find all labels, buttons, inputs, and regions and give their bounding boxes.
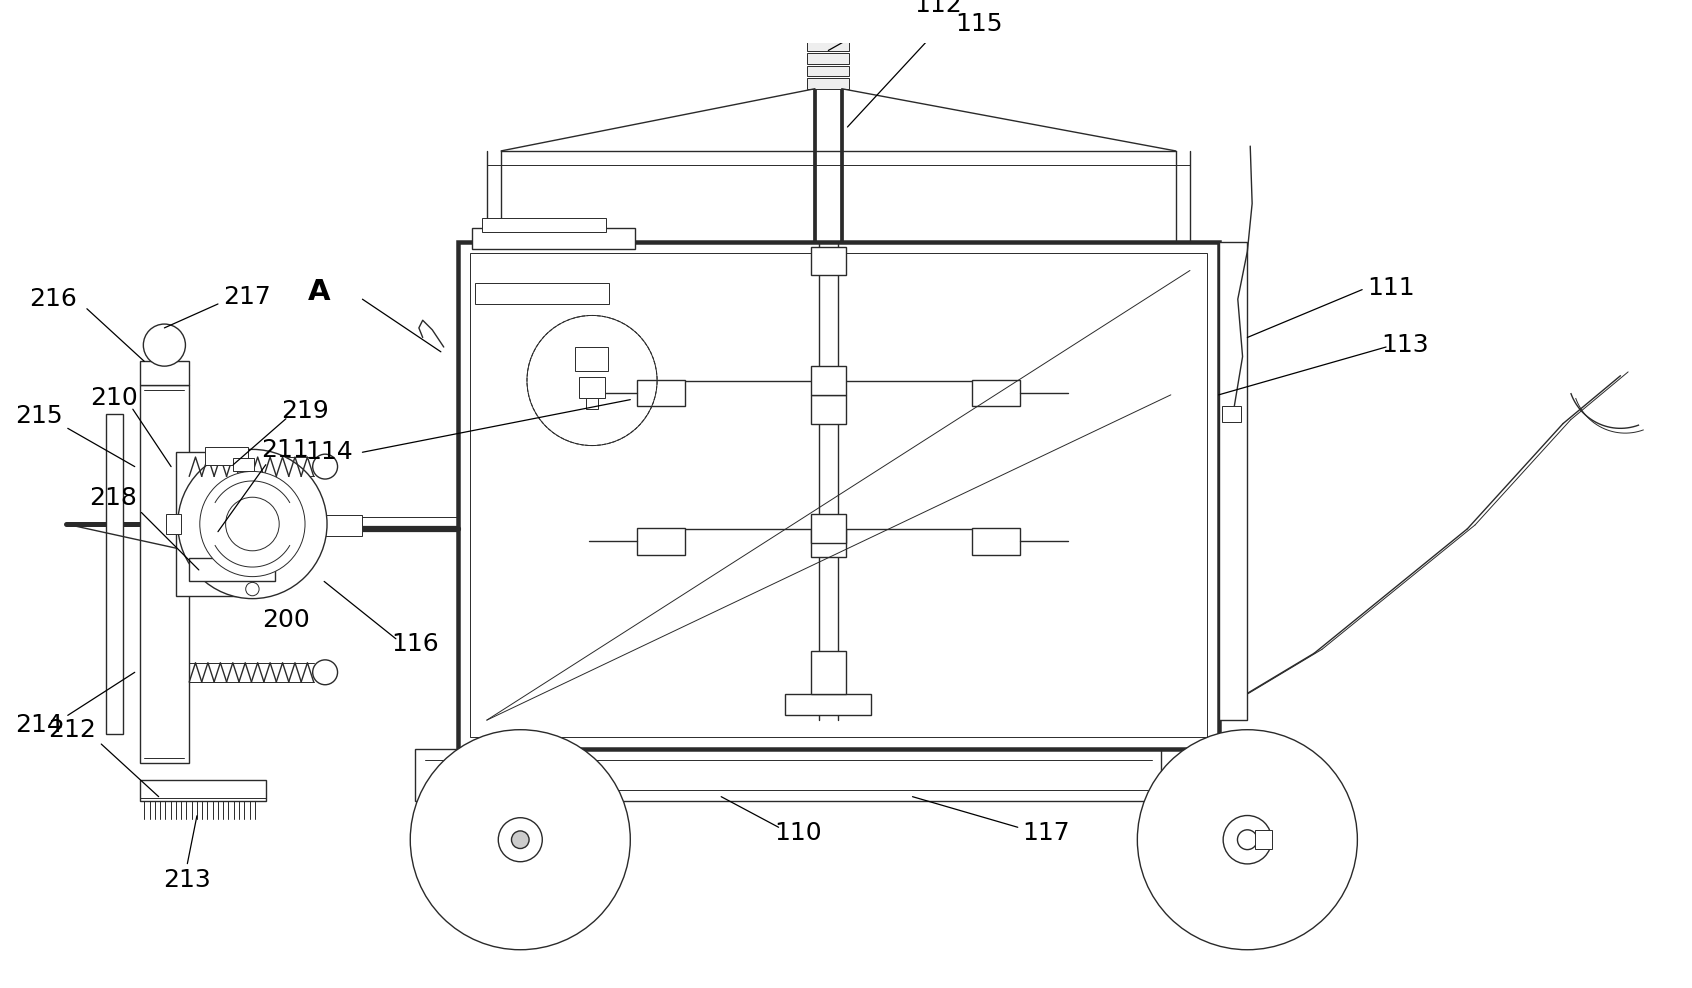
Bar	[807, 0, 849, 2]
Bar	[176, 453, 239, 596]
Bar	[587, 398, 597, 409]
Circle shape	[225, 497, 279, 550]
Circle shape	[497, 818, 541, 862]
Bar	[785, 695, 871, 715]
Bar	[636, 379, 685, 406]
Text: 113: 113	[1381, 333, 1430, 357]
Bar	[807, 4, 849, 14]
Text: A: A	[308, 278, 330, 305]
Bar	[459, 242, 1218, 749]
Text: 211: 211	[261, 439, 310, 462]
Text: 117: 117	[1022, 821, 1071, 845]
Bar	[1255, 830, 1272, 850]
Text: 214: 214	[15, 713, 63, 737]
Bar	[139, 362, 190, 385]
Circle shape	[1137, 730, 1357, 949]
Text: 112: 112	[914, 0, 963, 17]
Circle shape	[511, 831, 530, 849]
Bar	[807, 66, 849, 76]
Bar	[482, 218, 606, 232]
Bar	[807, 41, 849, 51]
Bar	[810, 529, 846, 557]
Bar	[810, 515, 846, 543]
Bar	[575, 347, 609, 370]
Text: 200: 200	[262, 608, 310, 631]
Text: 213: 213	[164, 867, 212, 892]
Bar	[810, 395, 846, 424]
Bar	[415, 749, 1161, 801]
Text: 111: 111	[1367, 276, 1415, 299]
Bar	[166, 515, 181, 534]
Circle shape	[313, 454, 338, 479]
Circle shape	[409, 730, 631, 949]
Text: 116: 116	[391, 631, 438, 656]
Text: 217: 217	[223, 286, 271, 309]
Bar	[107, 414, 124, 734]
Text: 218: 218	[88, 486, 137, 510]
Bar	[636, 528, 685, 554]
Text: 210: 210	[90, 385, 137, 410]
Bar	[810, 247, 846, 276]
Bar	[810, 651, 846, 695]
Text: 114: 114	[305, 441, 354, 464]
Bar	[579, 376, 606, 398]
Text: 215: 215	[15, 404, 63, 428]
Bar	[139, 781, 266, 801]
Circle shape	[200, 471, 305, 577]
Circle shape	[245, 582, 259, 596]
Bar	[807, 16, 849, 27]
Bar	[475, 283, 609, 304]
Bar	[205, 448, 247, 464]
Bar	[1218, 242, 1247, 720]
Bar	[233, 458, 254, 471]
Circle shape	[313, 660, 338, 685]
Bar	[807, 29, 849, 39]
Bar	[310, 516, 362, 536]
Text: 110: 110	[773, 821, 822, 845]
Circle shape	[1223, 815, 1272, 864]
Circle shape	[144, 324, 186, 367]
Circle shape	[178, 450, 327, 599]
Bar	[971, 379, 1020, 406]
Bar	[190, 558, 276, 581]
Bar	[807, 78, 849, 89]
Bar	[470, 253, 1206, 737]
Bar	[139, 385, 190, 763]
Bar	[810, 367, 846, 395]
Text: 216: 216	[29, 288, 78, 311]
Bar	[472, 228, 634, 249]
Bar	[971, 528, 1020, 554]
Bar	[807, 53, 849, 64]
Bar	[1222, 406, 1240, 422]
Text: 212: 212	[49, 717, 96, 742]
Circle shape	[1237, 830, 1257, 850]
Text: 115: 115	[956, 12, 1003, 36]
Text: 219: 219	[281, 399, 328, 423]
